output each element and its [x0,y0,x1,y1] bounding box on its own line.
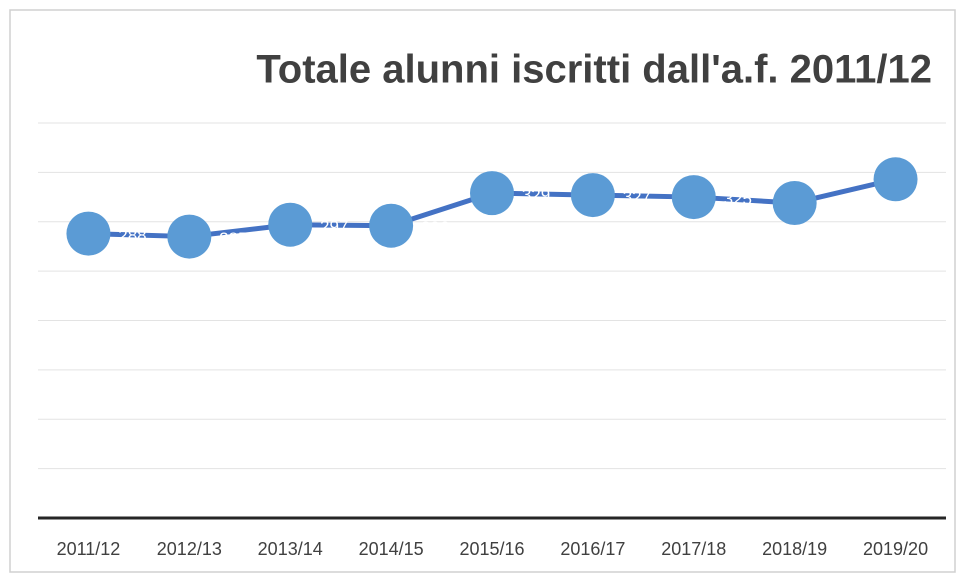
marker [772,180,817,225]
x-tick-label: 2018/19 [762,539,827,559]
data-label: 329 [522,186,550,205]
x-tick-label: 2019/20 [863,539,928,559]
data-label: 327 [623,188,651,207]
data-label: 325 [724,190,752,209]
marker [873,157,918,202]
data-label: 297 [320,217,348,236]
data-label: 296 [421,218,449,237]
chart-title: Totale alunni iscritti dall'a.f. 2011/12 [256,48,932,92]
data-label: 288 [118,226,146,245]
x-tick-label: 2011/12 [57,539,121,559]
marker [268,202,313,247]
marker [167,214,212,259]
data-label: 343 [925,172,953,191]
data-label: 319 [824,195,852,214]
marker [570,173,615,218]
marker [671,175,716,220]
x-tick-label: 2016/17 [560,539,625,559]
marker [369,203,414,248]
x-tick-label: 2014/15 [359,539,424,559]
chart-frame [9,9,956,573]
x-tick-label: 2012/13 [157,539,222,559]
marker [66,211,111,256]
x-tick-label: 2013/14 [258,539,323,559]
x-tick-label: 2017/18 [661,539,726,559]
marker [470,171,514,216]
data-label: 285 [219,229,247,248]
x-tick-label: 2015/16 [459,539,524,559]
